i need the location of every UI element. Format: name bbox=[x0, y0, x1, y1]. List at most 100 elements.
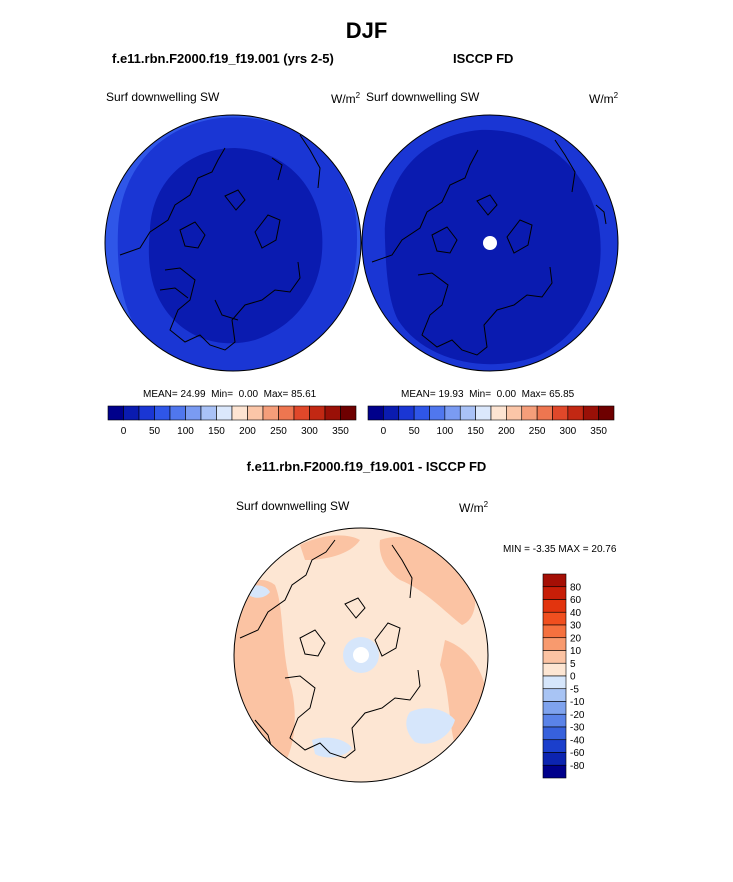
right-colorbar-tick: 50 bbox=[409, 426, 421, 437]
left-colorbar-tick: 50 bbox=[149, 426, 161, 437]
right-colorbar-box bbox=[598, 405, 615, 421]
right-colorbar-box bbox=[536, 405, 553, 421]
diff-map-outline bbox=[233, 527, 489, 783]
right-colorbar-box bbox=[367, 405, 384, 421]
right-colorbar-box bbox=[506, 405, 523, 421]
diff-colorbar-tick: -60 bbox=[570, 748, 585, 759]
left-interior bbox=[148, 148, 323, 344]
right-colorbar-box bbox=[490, 405, 507, 421]
left-colorbar-tick: 350 bbox=[332, 426, 349, 437]
diff-cool-southeast bbox=[406, 708, 455, 744]
diff-colorbar-tick: 0 bbox=[570, 672, 576, 683]
right-colorbar-tick: 100 bbox=[437, 426, 454, 437]
diff-colorbar-tick: 30 bbox=[570, 621, 582, 632]
left-colorbar-box bbox=[231, 405, 248, 421]
diff-units: W/m2 bbox=[459, 500, 489, 515]
left-colorbar-box bbox=[216, 405, 233, 421]
left-colorbar-tick: 250 bbox=[270, 426, 287, 437]
diff-colorbar-box bbox=[542, 713, 567, 728]
left-colorbar-box bbox=[185, 405, 202, 421]
left-colorbar-box bbox=[324, 405, 341, 421]
diff-colorbar-tick: 40 bbox=[570, 608, 582, 619]
right-units: W/m2 bbox=[589, 91, 619, 106]
left-panel-title: f.e11.rbn.F2000.f19_f19.001 (yrs 2-5) bbox=[112, 51, 334, 66]
right-colorbar-box bbox=[459, 405, 476, 421]
diff-colorbar-box bbox=[542, 675, 567, 690]
diff-colorbar-tick: -80 bbox=[570, 761, 585, 772]
right-colorbar-box bbox=[475, 405, 492, 421]
right-colorbar-box bbox=[413, 405, 430, 421]
right-colorbar-box bbox=[383, 405, 400, 421]
diff-colorbar-tick: -5 bbox=[570, 684, 579, 695]
left-colorbar-box bbox=[278, 405, 295, 421]
left-colorbar-box bbox=[154, 405, 171, 421]
left-map bbox=[104, 114, 362, 372]
left-colorbar-box bbox=[138, 405, 155, 421]
right-colorbar-tick: 300 bbox=[560, 426, 577, 437]
right-map-outline bbox=[361, 114, 619, 372]
left-colorbar-tick: 200 bbox=[239, 426, 256, 437]
left-colorbar-tick: 300 bbox=[301, 426, 318, 437]
left-colorbar-box bbox=[247, 405, 264, 421]
right-colorbar-box bbox=[398, 405, 415, 421]
right-field-label: Surf downwelling SW bbox=[366, 90, 480, 104]
diff-field-label: Surf downwelling SW bbox=[236, 499, 350, 513]
diff-stats: MIN = -3.35 MAX = 20.76 bbox=[503, 544, 617, 555]
diff-colorbar-tick: 5 bbox=[570, 659, 576, 670]
left-colorbar-box bbox=[309, 405, 326, 421]
diff-colorbar-tick: -30 bbox=[570, 723, 585, 734]
right-colorbar-tick: 200 bbox=[498, 426, 515, 437]
right-colorbar-tick: 250 bbox=[529, 426, 546, 437]
left-map-outline bbox=[104, 114, 362, 372]
diff-colorbar-box bbox=[542, 586, 567, 600]
diff-colorbar-tick: -10 bbox=[570, 697, 585, 708]
left-coast bbox=[119, 134, 321, 351]
left-colorbar-box bbox=[340, 405, 357, 421]
diff-colorbar-tick: 20 bbox=[570, 633, 582, 644]
diff-colorbar-box bbox=[542, 726, 567, 741]
left-units: W/m2 bbox=[331, 91, 361, 106]
left-stats: MEAN= 24.99 Min= 0.00 Max= 85.61 bbox=[143, 389, 317, 400]
diff-colorbar-box bbox=[542, 764, 567, 779]
diff-colorbar-box bbox=[542, 650, 567, 664]
diff-colorbar-box bbox=[542, 624, 567, 639]
left-colorbar-box bbox=[169, 405, 186, 421]
right-colorbar-box bbox=[582, 405, 599, 421]
left-colorbar-box bbox=[293, 405, 310, 421]
diff-panel-title: f.e11.rbn.F2000.f19_f19.001 - ISCCP FD bbox=[246, 459, 487, 474]
diff-coast bbox=[239, 539, 421, 761]
right-colorbar-box bbox=[552, 405, 569, 421]
right-colorbar-tick: 150 bbox=[467, 426, 484, 437]
right-coast bbox=[371, 139, 607, 356]
diff-colorbar-box bbox=[542, 688, 567, 702]
diff-map bbox=[233, 527, 489, 783]
right-map bbox=[361, 114, 619, 372]
diff-warm-north bbox=[300, 535, 360, 560]
right-panel-title: ISCCP FD bbox=[453, 51, 514, 66]
left-colorbar-box bbox=[200, 405, 217, 421]
right-colorbar-box bbox=[444, 405, 461, 421]
diff-colorbar-tick: 10 bbox=[570, 646, 582, 657]
diff-colorbar-box bbox=[542, 611, 567, 626]
diff-cool-south bbox=[312, 737, 352, 758]
diff-colorbar-box bbox=[542, 701, 567, 715]
diff-colorbar-tick: 80 bbox=[570, 582, 582, 593]
right-colorbar-box bbox=[567, 405, 584, 421]
figure-title: DJF bbox=[345, 18, 388, 43]
left-colorbar-tick: 150 bbox=[208, 426, 225, 437]
diff-colorbar-box bbox=[542, 637, 567, 651]
right-colorbar-box bbox=[521, 405, 538, 421]
right-pole-missing bbox=[483, 236, 497, 250]
diff-colorbar-box bbox=[542, 573, 567, 588]
left-colorbar-box bbox=[107, 405, 124, 421]
left-field-label: Surf downwelling SW bbox=[106, 90, 220, 104]
diff-colorbar-box bbox=[542, 739, 567, 753]
left-colorbar-tick: 100 bbox=[177, 426, 194, 437]
right-colorbar-box bbox=[429, 405, 446, 421]
diff-colorbar-box bbox=[542, 752, 567, 766]
right-colorbar-tick: 0 bbox=[381, 426, 387, 437]
diff-colorbar-tick: -20 bbox=[570, 710, 585, 721]
diff-pole-missing bbox=[353, 647, 369, 663]
diff-colorbar-tick: 60 bbox=[570, 595, 582, 606]
